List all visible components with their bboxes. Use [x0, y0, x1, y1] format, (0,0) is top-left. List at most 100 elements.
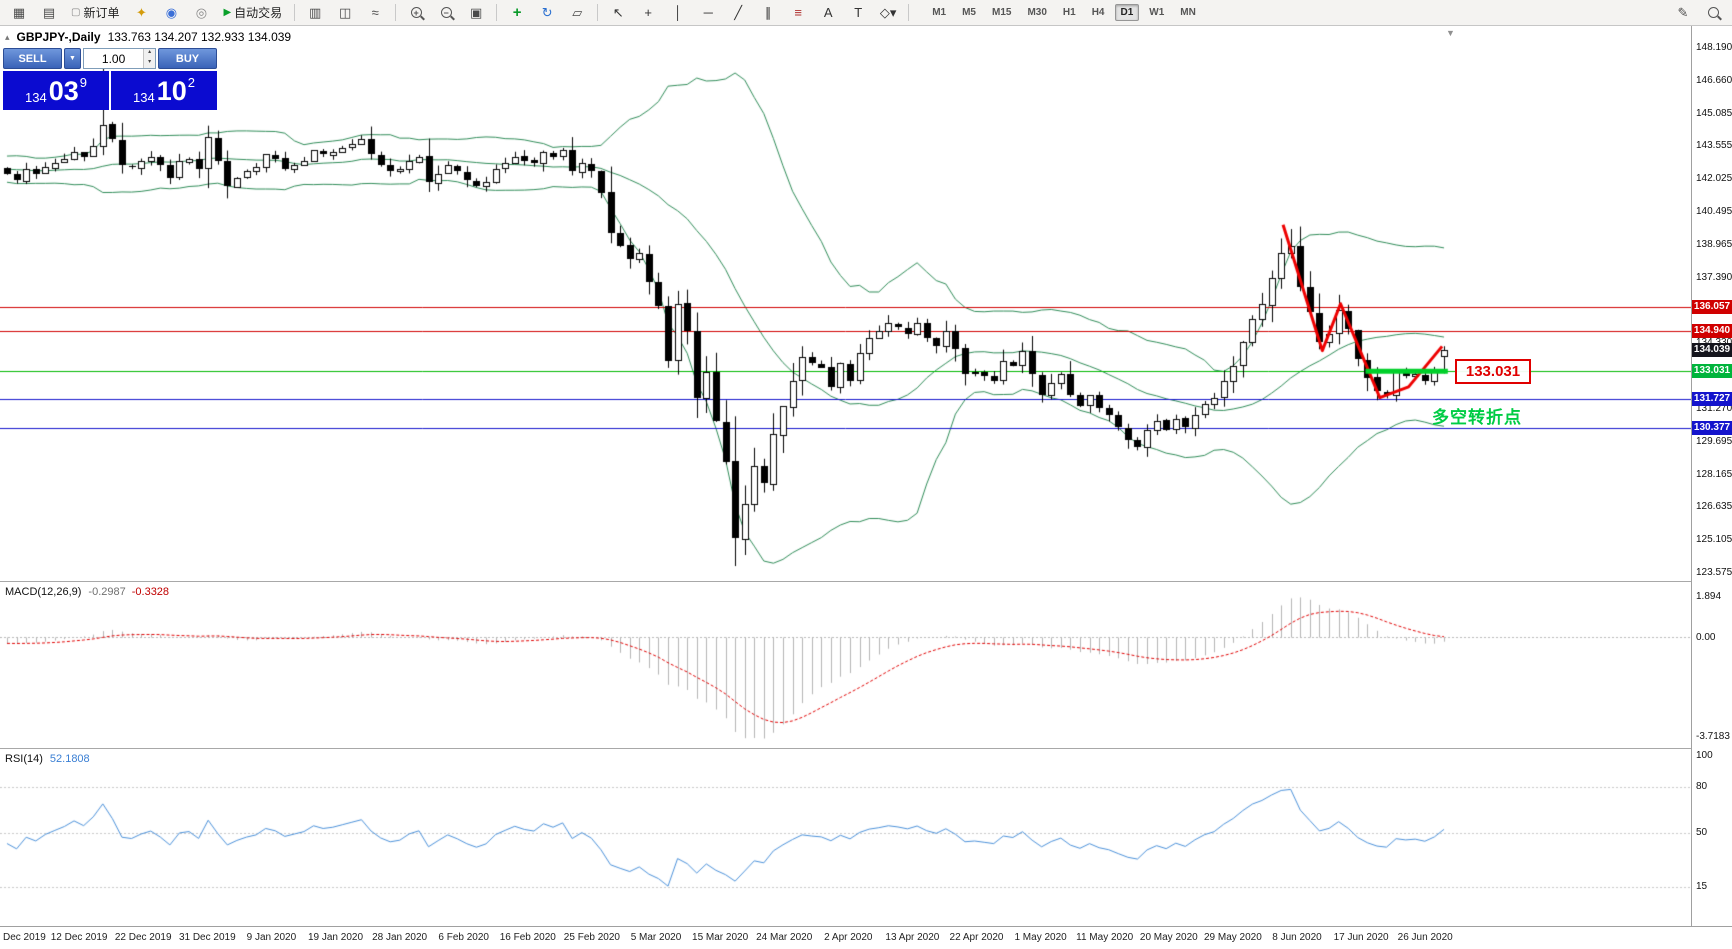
trendline-tool-button[interactable]: ╱ [724, 3, 752, 23]
rsi-canvas[interactable] [0, 749, 1691, 926]
zoom-out-button[interactable]: − [432, 3, 460, 23]
stepper-down-icon[interactable]: ▾ [144, 58, 155, 68]
date-tick: 15 Mar 2020 [692, 932, 749, 943]
timeframe-m5-button[interactable]: M5 [962, 7, 976, 18]
vertical-line-tool-icon: │ [674, 5, 683, 20]
alerts-icon: ✦ [136, 4, 147, 20]
date-tick: 11 May 2020 [1076, 932, 1134, 943]
community-button[interactable]: ◉ [157, 3, 185, 23]
price-tick: 145.085 [1696, 107, 1732, 119]
sell-price-button[interactable]: 134 03 9 [3, 71, 109, 110]
auto-trading-button[interactable]: ▶ 自动交易 [217, 3, 288, 23]
horizontal-line-tool-button[interactable]: ─ [694, 3, 722, 23]
indicator-tick: 15 [1696, 880, 1708, 892]
panel-splitter[interactable] [0, 581, 1732, 582]
alerts-button[interactable]: ✦ [127, 3, 155, 23]
crosshair-button[interactable]: + [634, 3, 662, 23]
chart-preview-button[interactable]: ▤ [35, 3, 63, 23]
date-tick: 19 Jan 2020 [307, 932, 364, 943]
channel-tool-button[interactable]: ∥ [754, 3, 782, 23]
line-chart-mode-button[interactable]: ≈ [361, 3, 389, 23]
zoom-in-icon: + [410, 7, 422, 18]
sell-price-frac: 9 [79, 75, 87, 90]
text-tool-button[interactable]: A [814, 3, 842, 23]
macd-canvas[interactable] [0, 582, 1691, 748]
new-chart-icon: ▦ [12, 4, 26, 20]
search-button[interactable] [1699, 3, 1727, 23]
indicator-tick: 0.00 [1696, 631, 1716, 643]
price-tick: 146.660 [1696, 74, 1732, 86]
buy-button[interactable]: BUY [158, 48, 217, 69]
price-tick: 129.695 [1696, 435, 1732, 447]
timeframe-h4-button[interactable]: H4 [1091, 7, 1105, 18]
edit-pencil-button[interactable]: ✎ [1669, 3, 1697, 23]
tile-windows-icon: ▣ [470, 4, 483, 20]
price-line-label: 133.031 [1692, 364, 1732, 379]
chart-shift-icon[interactable]: ▼ [1446, 28, 1455, 38]
price-chart-canvas[interactable] [0, 26, 1691, 581]
market-icon: ◎ [195, 4, 208, 20]
label-tool-button[interactable]: T [844, 3, 872, 23]
rsi-value: 52.1808 [49, 753, 90, 765]
zoom-out-icon: − [440, 7, 452, 18]
fibonacci-tool-button[interactable]: ≡ [784, 3, 812, 23]
date-tick: 22 Dec 2019 [114, 932, 172, 943]
date-tick: 24 Mar 2020 [756, 932, 813, 943]
timeframe-w1-button[interactable]: W1 [1149, 7, 1165, 18]
date-tick: 13 Apr 2020 [885, 932, 940, 943]
timeframe-d1-button[interactable]: D1 [1114, 4, 1140, 21]
candle-chart-mode-icon: ◫ [339, 4, 352, 20]
time-axis[interactable]: Dec 2019 12 Dec 2019 22 Dec 2019 31 Dec 201… [0, 926, 1732, 949]
vertical-line-tool-button[interactable]: │ [664, 3, 692, 23]
market-button[interactable]: ◎ [187, 3, 215, 23]
date-tick: 22 Apr 2020 [949, 932, 1004, 943]
stepper-up-icon[interactable]: ▴ [144, 49, 155, 59]
sell-button[interactable]: SELL [3, 48, 62, 69]
price-line-label: 134.940 [1692, 323, 1732, 338]
macd-signal-value: -0.3328 [131, 586, 170, 598]
periods-button[interactable]: ↻ [533, 3, 561, 23]
timeframe-m15-button[interactable]: M15 [992, 7, 1012, 18]
timeframe-m30-button[interactable]: M30 [1027, 7, 1047, 18]
indicator-tick: 1.894 [1696, 591, 1722, 603]
price-tick: 137.390 [1696, 271, 1732, 283]
volume-stepper: ▴ ▾ [143, 49, 155, 68]
shapes-tool-button[interactable]: ◇▾ [874, 3, 902, 23]
volume-dropdown-icon[interactable]: ▼ [64, 48, 81, 69]
crosshair-icon: + [644, 5, 652, 20]
date-tick: 31 Dec 2019 [178, 932, 236, 943]
edit-pencil-icon: ✎ [1677, 4, 1689, 20]
date-tick: 12 Dec 2019 [50, 932, 108, 943]
price-line-label: 130.377 [1692, 420, 1732, 435]
timeframe-h1-button[interactable]: H1 [1062, 7, 1076, 18]
price-tick: 128.165 [1696, 468, 1732, 480]
timeframe-mn-button[interactable]: MN [1180, 7, 1196, 18]
horizontal-line-tool-icon: ─ [703, 5, 713, 20]
new-order-button[interactable]: ▢ 新订单 [65, 3, 125, 23]
sell-price-pips: 03 [48, 75, 79, 106]
price-tick: 125.105 [1696, 534, 1732, 546]
bar-chart-mode-button[interactable]: ▥ [301, 3, 329, 23]
panel-splitter[interactable] [0, 748, 1732, 749]
one-click-collapse-icon[interactable]: ▴ [5, 31, 10, 42]
cursor-button[interactable]: ↖ [604, 3, 632, 23]
timeframe-m1-button[interactable]: M1 [932, 7, 947, 18]
tile-windows-button[interactable]: ▣ [462, 3, 490, 23]
zoom-in-button[interactable]: + [402, 3, 430, 23]
price-axis[interactable]: 148.190 146.660 145.085 143.555 142.025 140.4… [1691, 26, 1732, 926]
new-chart-button[interactable]: ▦ [5, 3, 33, 23]
turning-point-annotation[interactable]: 多空转折点 [1432, 408, 1522, 427]
indicators-button[interactable]: + [503, 3, 531, 23]
toolbar-separator [294, 4, 296, 21]
buy-price-button[interactable]: 134 10 2 [111, 71, 217, 110]
templates-button[interactable]: ▱ [563, 3, 591, 23]
candle-chart-mode-button[interactable]: ◫ [331, 3, 359, 23]
indicator-tick: 80 [1696, 780, 1708, 792]
volume-input[interactable] [84, 49, 144, 68]
toolbar-separator [395, 4, 397, 21]
macd-label: MACD(12,26,9) [5, 586, 82, 598]
price-level-annotation[interactable]: 133.031 [1455, 359, 1531, 384]
volume-field: ▴ ▾ [83, 48, 156, 69]
price-tick: 134.330 [1692, 337, 1732, 349]
